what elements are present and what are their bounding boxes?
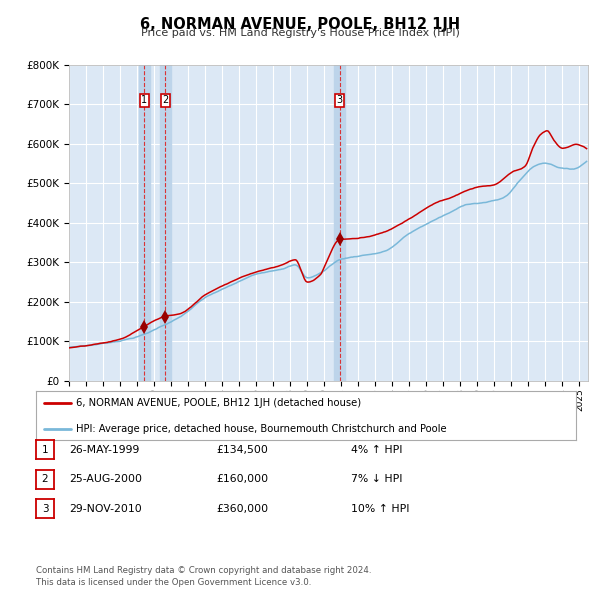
Text: 3: 3: [41, 504, 49, 513]
Bar: [160, 65, 171, 381]
Text: 6, NORMAN AVENUE, POOLE, BH12 1JH: 6, NORMAN AVENUE, POOLE, BH12 1JH: [140, 17, 460, 31]
Text: HPI: Average price, detached house, Bournemouth Christchurch and Poole: HPI: Average price, detached house, Bour…: [77, 424, 447, 434]
Text: 2: 2: [41, 474, 49, 484]
Text: 7% ↓ HPI: 7% ↓ HPI: [351, 474, 403, 484]
Text: Price paid vs. HM Land Registry's House Price Index (HPI): Price paid vs. HM Land Registry's House …: [140, 28, 460, 38]
Text: 25-AUG-2000: 25-AUG-2000: [69, 474, 142, 484]
Text: £134,500: £134,500: [216, 445, 268, 454]
Text: 1: 1: [41, 445, 49, 454]
Text: £160,000: £160,000: [216, 474, 268, 484]
Text: 4% ↑ HPI: 4% ↑ HPI: [351, 445, 403, 454]
Text: Contains HM Land Registry data © Crown copyright and database right 2024.
This d: Contains HM Land Registry data © Crown c…: [36, 566, 371, 587]
Text: 1: 1: [141, 96, 147, 106]
Bar: [139, 65, 149, 381]
Text: 10% ↑ HPI: 10% ↑ HPI: [351, 504, 409, 513]
Text: 2: 2: [163, 96, 169, 106]
Text: £360,000: £360,000: [216, 504, 268, 513]
Text: 6, NORMAN AVENUE, POOLE, BH12 1JH (detached house): 6, NORMAN AVENUE, POOLE, BH12 1JH (detac…: [77, 398, 362, 408]
Text: 3: 3: [337, 96, 343, 106]
Text: 29-NOV-2010: 29-NOV-2010: [69, 504, 142, 513]
Bar: [334, 65, 346, 381]
Text: 26-MAY-1999: 26-MAY-1999: [69, 445, 139, 454]
